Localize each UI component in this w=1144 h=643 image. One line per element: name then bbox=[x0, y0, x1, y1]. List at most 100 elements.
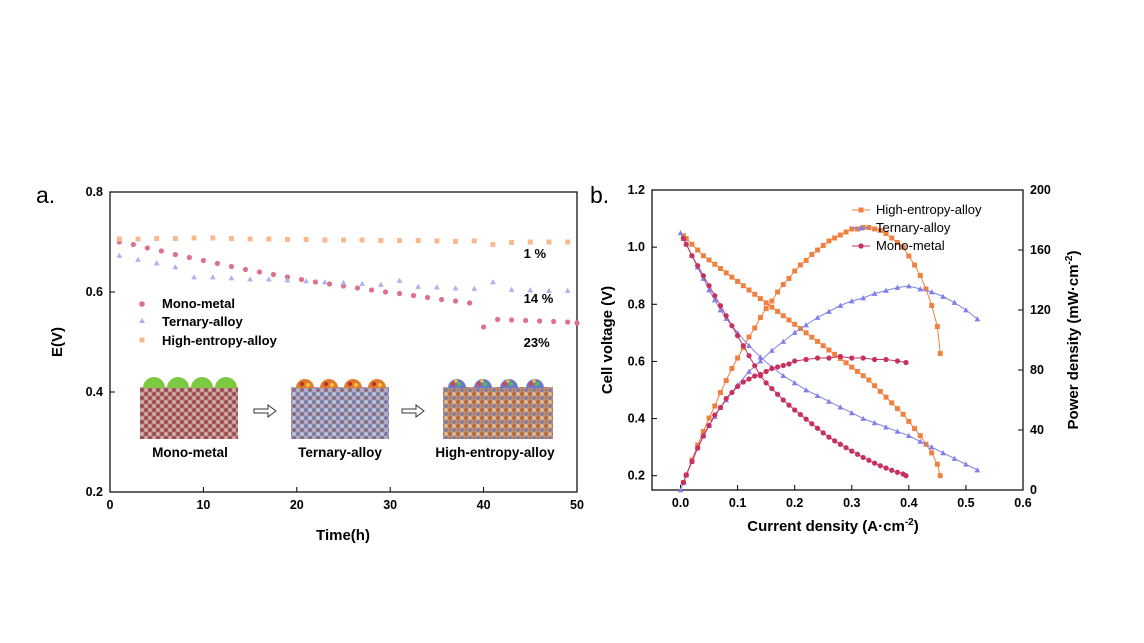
power-point-mono-metal bbox=[803, 356, 809, 363]
data-point-mono-metal bbox=[284, 274, 291, 280]
power-point-ternary-alloy bbox=[928, 289, 935, 295]
power-point-high-entropy-alloy bbox=[775, 289, 781, 295]
legend-marker-ternary-alloy bbox=[858, 225, 864, 231]
panel-a-points bbox=[116, 235, 580, 330]
data-point-high-entropy-alloy bbox=[434, 238, 440, 244]
voltage-point-mono-metal bbox=[820, 430, 826, 436]
power-point-high-entropy-alloy bbox=[735, 355, 741, 361]
power-point-high-entropy-alloy bbox=[723, 378, 729, 383]
panel-b-xlabel-end: ) bbox=[914, 518, 919, 535]
voltage-point-mono-metal bbox=[797, 411, 804, 418]
panel-b-xlabel: Current density (A·cm-2) bbox=[747, 517, 918, 535]
voltage-point-ternary-alloy bbox=[848, 409, 855, 416]
power-point-high-entropy-alloy bbox=[912, 262, 918, 268]
power-point-high-entropy-alloy bbox=[894, 240, 900, 245]
power-point-ternary-alloy bbox=[974, 316, 981, 322]
data-point-high-entropy-alloy bbox=[191, 235, 197, 241]
x-tick-label: 40 bbox=[477, 498, 491, 512]
y2-tick-label: 80 bbox=[1030, 363, 1044, 377]
voltage-point-high-entropy-alloy bbox=[843, 360, 849, 366]
voltage-point-high-entropy-alloy bbox=[763, 300, 769, 306]
voltage-point-mono-metal bbox=[849, 448, 855, 454]
voltage-point-high-entropy-alloy bbox=[866, 377, 872, 383]
power-point-high-entropy-alloy bbox=[718, 390, 723, 395]
voltage-point-high-entropy-alloy bbox=[826, 347, 832, 353]
legend-label-high-entropy-alloy: High-entropy-alloy bbox=[876, 202, 982, 217]
panel-a-xlabel: Time(h) bbox=[316, 527, 370, 544]
x-tick-label: 0.4 bbox=[900, 496, 917, 510]
x-tick-label: 30 bbox=[383, 498, 397, 512]
legend-label-mono-metal: Mono-metal bbox=[162, 296, 235, 311]
voltage-point-mono-metal bbox=[883, 465, 889, 471]
voltage-point-ternary-alloy bbox=[711, 297, 718, 303]
power-point-ternary-alloy bbox=[871, 290, 878, 296]
voltage-point-mono-metal bbox=[860, 454, 866, 461]
voltage-point-high-entropy-alloy bbox=[700, 253, 706, 259]
legend-marker-high-entropy-alloy bbox=[858, 207, 864, 213]
y2-tick-label: 200 bbox=[1030, 183, 1051, 197]
power-point-high-entropy-alloy bbox=[929, 303, 935, 308]
data-point-high-entropy-alloy bbox=[116, 236, 122, 242]
substrate-ternary-alloy bbox=[291, 387, 389, 439]
power-point-mono-metal bbox=[903, 359, 909, 366]
data-point-mono-metal bbox=[452, 298, 459, 304]
substrate-mono-metal bbox=[140, 387, 238, 439]
legend-marker-high-entropy-alloy bbox=[139, 337, 145, 343]
x-tick-label: 0.5 bbox=[957, 496, 974, 510]
voltage-point-mono-metal bbox=[866, 457, 872, 463]
data-point-high-entropy-alloy bbox=[154, 236, 160, 241]
data-point-ternary-alloy bbox=[265, 276, 272, 282]
voltage-point-mono-metal bbox=[712, 293, 718, 299]
data-point-ternary-alloy bbox=[452, 285, 459, 291]
power-point-mono-metal bbox=[752, 373, 758, 379]
inset-schematic: Mono-metal Ternary-alloy High-entropy-al… bbox=[140, 377, 555, 460]
power-point-mono-metal bbox=[837, 353, 843, 360]
voltage-point-high-entropy-alloy bbox=[809, 334, 815, 340]
power-point-high-entropy-alloy bbox=[752, 325, 758, 331]
data-point-ternary-alloy bbox=[303, 278, 309, 284]
inset-ternary-alloy bbox=[291, 379, 389, 439]
data-point-mono-metal bbox=[523, 317, 529, 324]
voltage-point-high-entropy-alloy bbox=[729, 274, 735, 280]
inset-caption-mono-metal: Mono-metal bbox=[152, 445, 228, 460]
panel-b: b. 0.0 0.1 0.2 0.3 0.4 0.5 0.6 0.2 0.4 0.6 0.8 1.0 1… bbox=[590, 182, 1082, 535]
x-tick-label: 0 bbox=[107, 498, 114, 512]
data-point-mono-metal bbox=[438, 296, 445, 303]
panel-b-y2label-end: ) bbox=[1065, 251, 1082, 256]
power-point-high-entropy-alloy bbox=[872, 226, 878, 232]
data-point-high-entropy-alloy bbox=[247, 236, 253, 242]
voltage-point-mono-metal bbox=[826, 434, 832, 440]
power-point-high-entropy-alloy bbox=[906, 253, 912, 259]
voltage-point-ternary-alloy bbox=[717, 307, 724, 313]
voltage-point-high-entropy-alloy bbox=[746, 287, 752, 293]
voltage-point-high-entropy-alloy bbox=[877, 388, 883, 394]
voltage-point-ternary-alloy bbox=[871, 419, 878, 426]
power-point-ternary-alloy bbox=[905, 283, 912, 289]
power-point-high-entropy-alloy bbox=[889, 235, 895, 241]
x-tick-label: 0.6 bbox=[1014, 496, 1031, 510]
x-tick-label: 0.0 bbox=[672, 496, 689, 510]
data-point-high-entropy-alloy bbox=[172, 236, 178, 241]
data-point-ternary-alloy bbox=[116, 252, 123, 258]
voltage-point-ternary-alloy bbox=[780, 372, 787, 379]
power-point-ternary-alloy bbox=[757, 358, 764, 364]
power-point-ternary-alloy bbox=[677, 487, 684, 493]
voltage-point-mono-metal bbox=[680, 235, 686, 242]
annotation-1-percent: 1 % bbox=[524, 246, 547, 261]
data-point-high-entropy-alloy bbox=[565, 239, 571, 245]
series-ternary-alloy bbox=[677, 229, 981, 493]
panel-b-label: b. bbox=[590, 182, 609, 208]
x-tick-label: 0.1 bbox=[729, 496, 746, 510]
voltage-point-ternary-alloy bbox=[974, 467, 981, 473]
data-point-high-entropy-alloy bbox=[527, 239, 533, 245]
power-point-high-entropy-alloy bbox=[757, 315, 763, 320]
voltage-point-high-entropy-alloy bbox=[900, 411, 906, 417]
panel-a-label: a. bbox=[36, 182, 55, 208]
voltage-point-high-entropy-alloy bbox=[775, 308, 781, 314]
power-point-mono-metal bbox=[706, 422, 712, 429]
power-point-high-entropy-alloy bbox=[786, 276, 792, 281]
power-point-ternary-alloy bbox=[917, 286, 924, 292]
power-point-mono-metal bbox=[826, 355, 832, 361]
voltage-point-high-entropy-alloy bbox=[929, 450, 935, 456]
legend-label-high-entropy-alloy: High-entropy-alloy bbox=[162, 333, 278, 348]
